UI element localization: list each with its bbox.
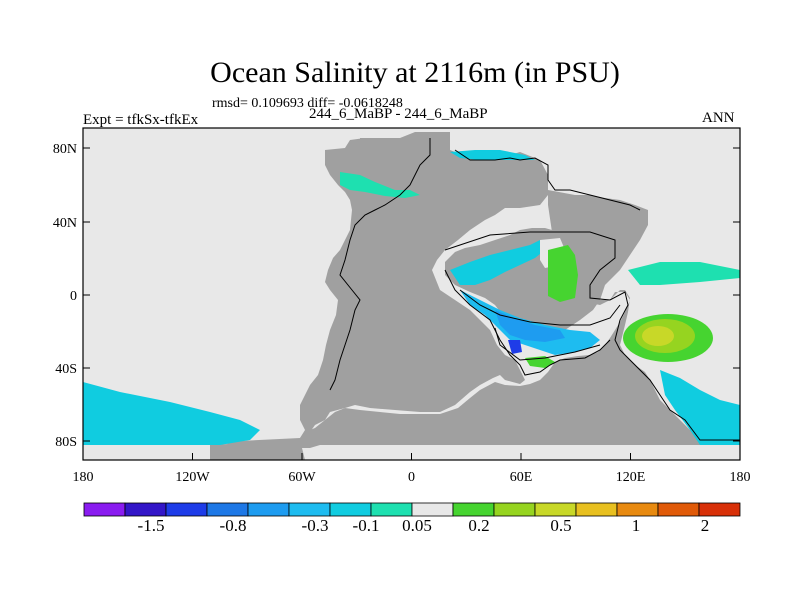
coast-africa xyxy=(444,231,740,441)
y-tick-label: 0 xyxy=(70,289,77,304)
y-tick-label: 40S xyxy=(55,362,77,377)
coast-americas xyxy=(329,138,431,391)
anomaly-arabian xyxy=(548,245,578,302)
colorbar-label: 2 xyxy=(701,516,710,535)
x-tick-labels: 180 120W 60W 0 60E 120E 180 xyxy=(73,470,751,485)
land-americas xyxy=(220,132,548,448)
colorbar-swatch xyxy=(165,502,208,517)
x-tick-label: 0 xyxy=(408,470,415,485)
colorbar-swatch xyxy=(247,502,290,517)
colorbar-label: 1 xyxy=(632,516,641,535)
anomaly-north-atlantic xyxy=(450,150,535,160)
colorbar-swatch xyxy=(534,502,577,517)
colorbar-swatch xyxy=(411,502,454,517)
season-label: ANN xyxy=(702,110,735,126)
colorbar-label: -0.1 xyxy=(353,516,380,535)
coast-south-atlantic-rim xyxy=(494,327,601,361)
x-tick-label: 120E xyxy=(616,470,646,485)
colorbar-swatch xyxy=(493,502,536,517)
colorbar-label: -0.3 xyxy=(302,516,329,535)
colorbar xyxy=(83,502,741,517)
colorbar-swatch xyxy=(370,502,413,517)
land-antarctic xyxy=(210,440,305,460)
colorbar-label: -0.8 xyxy=(220,516,247,535)
x-tick-label: 120W xyxy=(175,470,210,485)
x-tick-label: 60W xyxy=(288,470,316,485)
coast-southern-africa xyxy=(444,269,611,376)
colorbar-swatch xyxy=(698,502,741,517)
anomaly-greenland xyxy=(340,172,420,198)
colorbar-swatch xyxy=(288,502,331,517)
colorbar-label: 0.2 xyxy=(468,516,489,535)
land-mass xyxy=(210,132,700,460)
x-tick-label: 180 xyxy=(73,470,94,485)
colorbar-swatch xyxy=(575,502,618,517)
map-panel: 80N 40N 0 40S 80S 180 120W 60W 0 60E 120… xyxy=(53,127,751,485)
y-tick-label: 80S xyxy=(55,435,77,450)
coastlines xyxy=(329,138,740,441)
positive-anomaly-blob xyxy=(623,314,713,362)
coast-eurasia xyxy=(454,149,641,211)
land-arctic xyxy=(360,138,430,150)
anomaly-indian-ocean xyxy=(628,262,740,285)
y-tick-label: 80N xyxy=(53,142,77,157)
anomaly-southern-ocean-west xyxy=(83,382,260,445)
colorbar-label: 0.5 xyxy=(550,516,571,535)
experiment-label: Expt = tfkSx-tfkEx xyxy=(83,112,199,128)
anomaly-atlantic-equatorial xyxy=(450,240,545,285)
stats-text: rmsd= 0.109693 diff= -0.0618248 xyxy=(212,96,403,111)
anomaly-blob-inner xyxy=(642,326,674,346)
y-tick-label: 40N xyxy=(53,216,77,231)
colorbar-swatch xyxy=(124,502,167,517)
x-tick-label: 180 xyxy=(730,470,751,485)
colorbar-swatch xyxy=(657,502,700,517)
colorbar-swatch xyxy=(83,502,126,517)
y-axis xyxy=(83,147,740,442)
colorbar-swatch xyxy=(206,502,249,517)
x-tick-label: 60E xyxy=(510,470,533,485)
period-label: 244_6_MaBP - 244_6_MaBP xyxy=(309,106,488,122)
colorbar-label: -1.5 xyxy=(138,516,165,535)
land-eastern-hemisphere xyxy=(300,190,700,448)
colorbar-swatch xyxy=(329,502,372,517)
colorbar-swatch xyxy=(452,502,495,517)
coast-inner-basin xyxy=(459,289,621,326)
map-title: Ocean Salinity at 2116m (in PSU) xyxy=(210,56,620,89)
anomaly-southern-ocean-east xyxy=(660,370,740,445)
anomaly-deep-low xyxy=(508,340,522,354)
colorbar-label: 0.05 xyxy=(402,516,432,535)
colorbar-labels: -1.5 -0.8 -0.3 -0.1 0.05 0.2 0.5 1 2 xyxy=(138,516,710,535)
x-axis xyxy=(82,453,741,460)
y-tick-labels: 80N 40N 0 40S 80S xyxy=(53,142,77,450)
colorbar-swatch xyxy=(616,502,659,517)
